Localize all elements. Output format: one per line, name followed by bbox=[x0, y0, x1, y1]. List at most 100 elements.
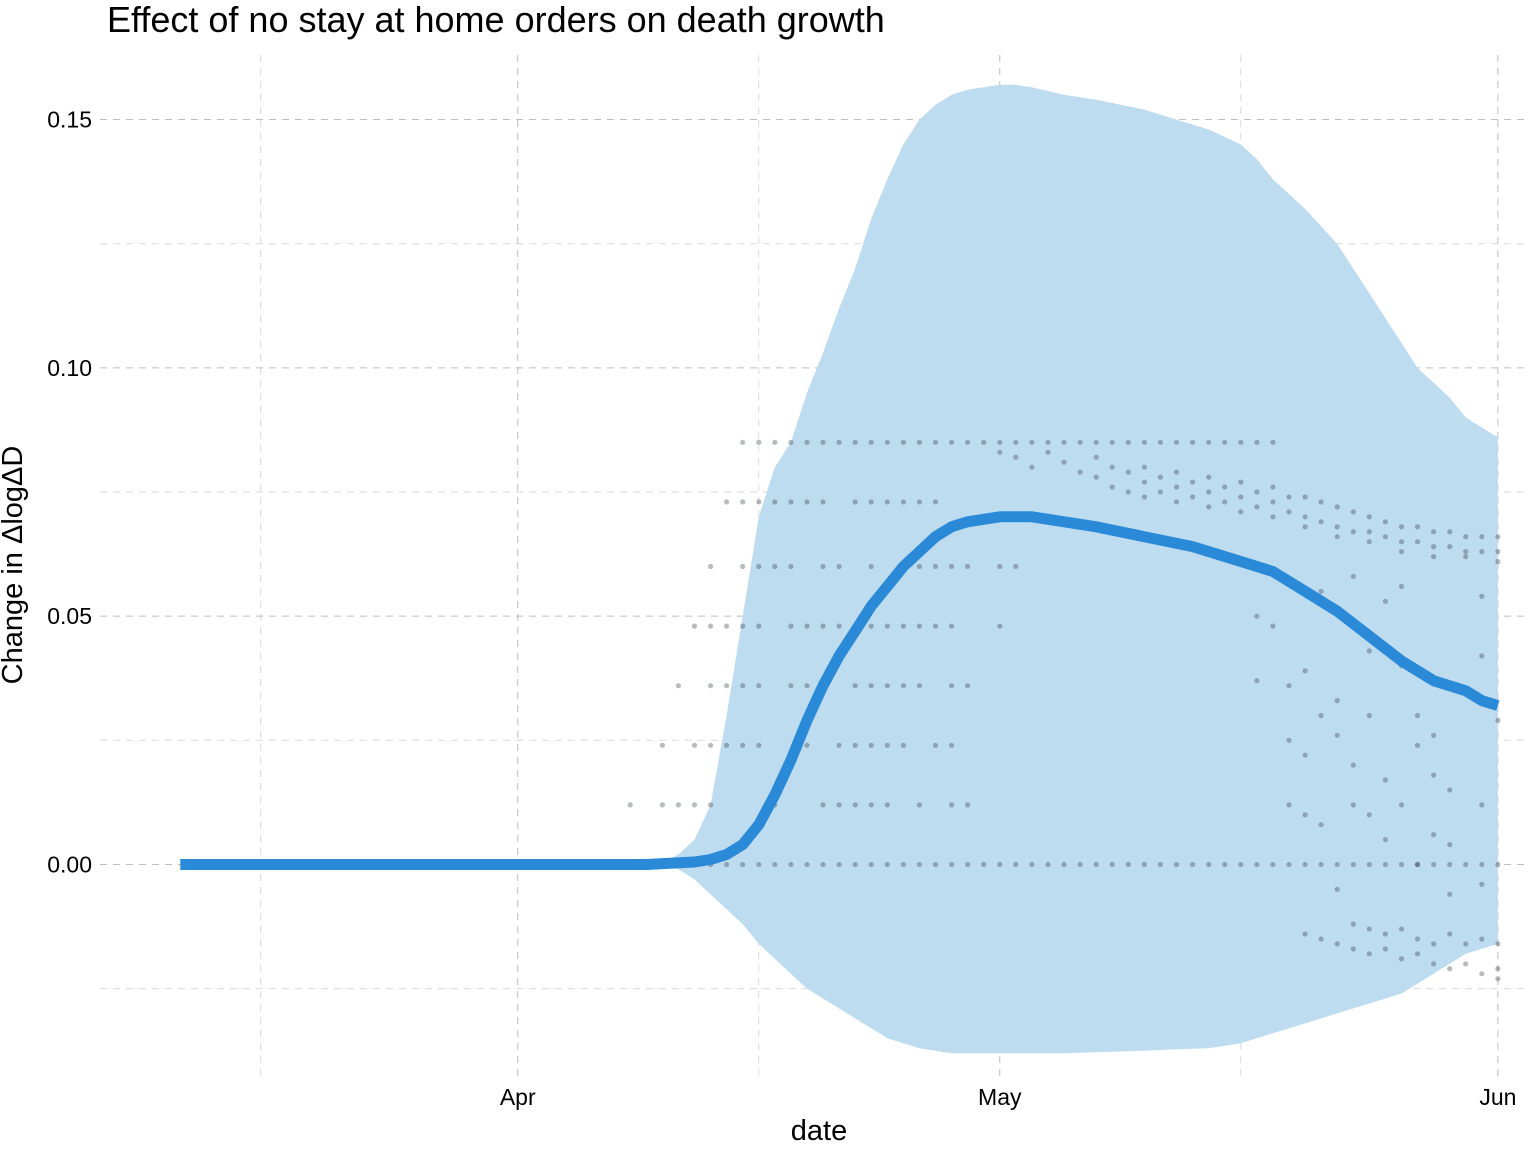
data-point bbox=[788, 623, 794, 629]
data-point bbox=[1382, 931, 1388, 937]
data-point bbox=[1495, 941, 1501, 947]
data-point bbox=[1479, 593, 1485, 599]
data-point bbox=[1398, 549, 1405, 555]
data-point bbox=[1286, 509, 1292, 515]
data-point bbox=[981, 439, 987, 445]
data-point bbox=[1077, 469, 1083, 475]
data-point bbox=[1286, 683, 1292, 689]
data-point bbox=[1222, 484, 1228, 490]
data-point bbox=[1061, 861, 1067, 868]
data-point bbox=[1141, 464, 1147, 470]
data-point bbox=[1302, 931, 1308, 937]
data-point bbox=[820, 861, 826, 868]
data-point bbox=[691, 742, 698, 748]
data-point bbox=[1238, 479, 1244, 485]
data-point bbox=[740, 742, 746, 748]
data-point bbox=[1157, 489, 1163, 495]
data-point bbox=[1206, 474, 1212, 480]
data-point bbox=[1495, 717, 1501, 724]
data-point bbox=[1431, 772, 1437, 778]
data-point bbox=[1125, 489, 1131, 495]
data-point bbox=[916, 563, 923, 570]
data-point bbox=[1398, 802, 1405, 808]
data-point bbox=[997, 439, 1003, 445]
data-point bbox=[1479, 653, 1485, 659]
data-point bbox=[1366, 539, 1372, 545]
data-point bbox=[1414, 539, 1421, 545]
data-point bbox=[1270, 484, 1276, 490]
data-point bbox=[1447, 861, 1453, 868]
data-point bbox=[788, 683, 794, 689]
data-point bbox=[1431, 554, 1437, 560]
data-point bbox=[1109, 439, 1115, 445]
data-point bbox=[1270, 439, 1276, 445]
data-point bbox=[1463, 549, 1469, 555]
data-point bbox=[627, 802, 633, 808]
data-point bbox=[788, 439, 794, 445]
data-point bbox=[916, 802, 923, 808]
x-tick-label: Apr bbox=[500, 1084, 536, 1110]
y-tick-label: 0.05 bbox=[47, 603, 92, 629]
data-point bbox=[756, 861, 762, 868]
x-axis-ticks: Apr May Jun bbox=[500, 1084, 1517, 1110]
data-point bbox=[1447, 787, 1453, 793]
data-point bbox=[1206, 504, 1212, 510]
data-point bbox=[900, 742, 907, 748]
data-point bbox=[1254, 489, 1260, 495]
data-point bbox=[1495, 861, 1501, 868]
data-point bbox=[1366, 514, 1372, 520]
data-point bbox=[884, 802, 890, 808]
data-point bbox=[772, 439, 778, 445]
data-point bbox=[868, 499, 874, 505]
data-point bbox=[1414, 936, 1421, 942]
data-point bbox=[836, 802, 842, 808]
data-point bbox=[740, 439, 746, 445]
data-point bbox=[1447, 842, 1453, 848]
data-point bbox=[1302, 494, 1308, 500]
data-point bbox=[1350, 762, 1356, 768]
data-point bbox=[1157, 474, 1163, 480]
data-point bbox=[804, 623, 810, 629]
data-point bbox=[868, 802, 874, 808]
data-point bbox=[1222, 499, 1228, 505]
data-point bbox=[1366, 712, 1372, 719]
data-point bbox=[708, 683, 714, 689]
data-point bbox=[1173, 469, 1180, 475]
data-point bbox=[1238, 494, 1244, 500]
data-point bbox=[868, 439, 874, 445]
data-point bbox=[1270, 499, 1276, 505]
data-point bbox=[1447, 966, 1453, 972]
data-point bbox=[1431, 529, 1437, 535]
data-point bbox=[884, 439, 890, 445]
data-point bbox=[1125, 861, 1131, 868]
data-point bbox=[916, 861, 923, 868]
data-point bbox=[852, 861, 858, 868]
data-point bbox=[1302, 812, 1308, 818]
effect-line bbox=[180, 511, 1500, 870]
data-point bbox=[1350, 802, 1356, 808]
data-point bbox=[691, 802, 698, 808]
data-point bbox=[1366, 529, 1372, 535]
data-point bbox=[1431, 544, 1437, 550]
data-point bbox=[1431, 732, 1437, 738]
data-point bbox=[740, 499, 746, 505]
data-point bbox=[836, 742, 842, 748]
y-tick-label: 0.15 bbox=[47, 107, 92, 133]
data-point bbox=[1302, 524, 1308, 530]
data-point bbox=[868, 683, 874, 689]
data-point bbox=[1013, 454, 1019, 460]
data-point bbox=[1141, 861, 1147, 868]
data-point bbox=[1318, 499, 1324, 505]
data-point bbox=[1190, 861, 1196, 868]
data-point bbox=[1061, 439, 1067, 445]
chart-title: Effect of no stay at home orders on deat… bbox=[107, 0, 885, 40]
data-point bbox=[965, 563, 971, 570]
data-point bbox=[932, 623, 939, 629]
data-point bbox=[1463, 961, 1469, 967]
data-point bbox=[1495, 966, 1501, 972]
data-point bbox=[1382, 861, 1388, 868]
data-point bbox=[1157, 439, 1163, 445]
data-point bbox=[820, 623, 826, 629]
data-point bbox=[1398, 539, 1405, 545]
data-point bbox=[1495, 976, 1501, 982]
